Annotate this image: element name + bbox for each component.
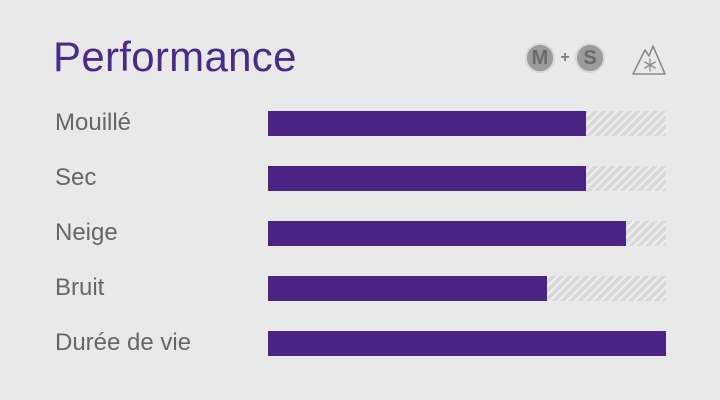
- rating-row: Sec: [0, 163, 720, 193]
- rating-bar-fill: [268, 221, 627, 246]
- m-badge: M: [525, 43, 555, 73]
- rating-bar-fill: [268, 276, 547, 301]
- three-peak-snowflake-icon: [632, 45, 666, 75]
- rating-bar-track: [268, 221, 666, 246]
- rating-row: Bruit: [0, 273, 720, 303]
- rating-bar-fill: [268, 166, 587, 191]
- rating-label: Durée de vie: [55, 329, 192, 356]
- page-title: Performance: [53, 33, 297, 80]
- rating-bar-fill: [268, 111, 587, 136]
- s-badge: S: [575, 43, 605, 73]
- rating-row: Mouillé: [0, 108, 720, 138]
- rating-bar-track: [268, 276, 666, 301]
- rating-bar-track: [268, 331, 666, 356]
- rating-label: Mouillé: [55, 109, 132, 136]
- plus-sign: +: [560, 49, 570, 66]
- mud-snow-badge: M + S: [525, 43, 605, 73]
- rating-label: Sec: [55, 164, 97, 191]
- rating-label: Neige: [55, 219, 118, 246]
- rating-bar-track: [268, 111, 666, 136]
- rating-row: Durée de vie: [0, 328, 720, 358]
- rating-row: Neige: [0, 218, 720, 248]
- rating-bar-fill: [268, 331, 666, 356]
- rating-label: Bruit: [55, 274, 105, 301]
- rating-bar-track: [268, 166, 666, 191]
